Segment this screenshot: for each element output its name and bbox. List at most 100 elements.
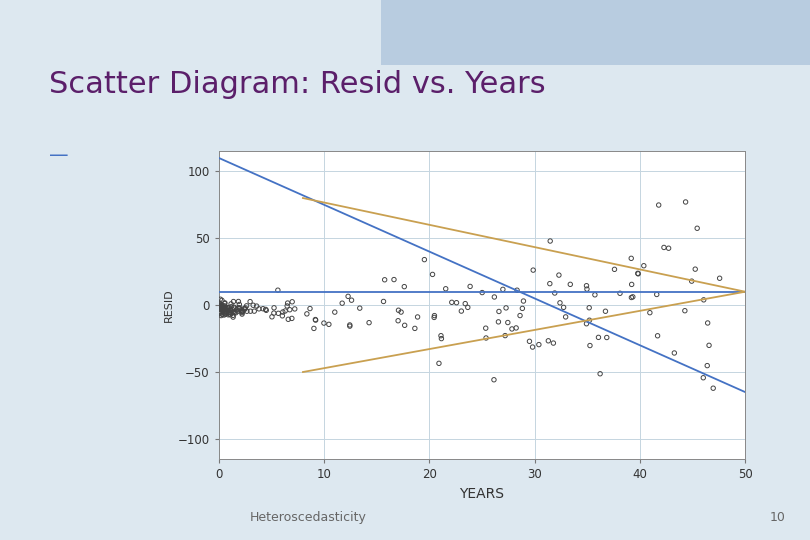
Point [215, 310, 228, 319]
Point [221, 303, 234, 312]
Point [215, 303, 228, 312]
Point [548, 289, 561, 298]
Point [343, 322, 356, 330]
Point [233, 305, 246, 313]
Point [580, 320, 593, 328]
Point [353, 304, 366, 313]
Text: Heteroscedasticity: Heteroscedasticity [249, 511, 366, 524]
Point [542, 336, 555, 345]
Point [559, 313, 572, 321]
Point [581, 285, 594, 293]
Point [213, 303, 226, 312]
Point [713, 274, 726, 282]
Point [399, 321, 411, 329]
Point [224, 305, 237, 314]
Y-axis label: RESID: RESID [164, 288, 173, 322]
Point [679, 306, 692, 315]
Point [650, 290, 663, 299]
Point [228, 308, 241, 317]
Point [220, 306, 232, 314]
Point [222, 303, 235, 312]
Point [215, 303, 228, 312]
Point [600, 333, 613, 342]
Point [218, 310, 231, 319]
Point [215, 305, 228, 313]
Point [219, 302, 232, 310]
Point [308, 324, 321, 333]
Point [335, 299, 348, 307]
Point [450, 299, 463, 307]
Point [215, 296, 228, 305]
Point [583, 316, 596, 325]
Point [304, 304, 317, 313]
Text: 10: 10 [770, 511, 786, 524]
Point [229, 308, 242, 317]
Point [223, 309, 236, 318]
Point [214, 301, 227, 310]
Point [309, 316, 322, 325]
Point [499, 331, 512, 340]
Point [391, 316, 404, 325]
Point [688, 265, 701, 273]
Point [418, 255, 431, 264]
Point [433, 359, 446, 368]
Point [377, 297, 390, 306]
Point [387, 275, 400, 284]
Point [426, 270, 439, 279]
Point [253, 305, 266, 313]
Point [497, 285, 509, 294]
Point [247, 301, 260, 309]
Point [227, 297, 240, 306]
Point [480, 324, 492, 333]
Point [435, 334, 448, 343]
Point [215, 304, 228, 313]
Point [221, 303, 234, 312]
Point [272, 309, 285, 318]
Point [224, 306, 237, 315]
Point [625, 254, 637, 262]
Point [241, 307, 254, 315]
Point [668, 349, 681, 357]
Point [411, 313, 424, 321]
Point [547, 339, 560, 347]
Point [500, 303, 513, 312]
Point [625, 293, 638, 302]
Point [475, 288, 488, 297]
Point [439, 285, 452, 293]
Point [492, 318, 505, 326]
Point [514, 311, 526, 320]
Point [455, 307, 468, 315]
Point [363, 319, 376, 327]
X-axis label: YEARS: YEARS [459, 487, 505, 501]
Point [220, 305, 232, 313]
Point [227, 308, 240, 316]
Point [701, 319, 714, 327]
Point [248, 307, 261, 315]
Point [679, 198, 692, 206]
Point [267, 303, 280, 312]
Point [592, 333, 605, 342]
Point [488, 293, 501, 301]
Point [285, 314, 298, 323]
Point [215, 305, 228, 314]
Point [236, 310, 249, 319]
Point [582, 303, 595, 312]
Point [691, 224, 704, 233]
Point [266, 313, 279, 321]
Point [458, 299, 471, 308]
Point [613, 289, 626, 298]
Point [276, 312, 289, 320]
Point [553, 299, 566, 307]
Point [244, 298, 257, 306]
Point [643, 308, 656, 317]
Point [282, 315, 295, 323]
Point [594, 369, 607, 378]
Point [599, 307, 612, 315]
Point [707, 384, 720, 393]
Point [322, 320, 335, 329]
Point [232, 297, 245, 306]
Point [238, 305, 251, 314]
Point [222, 310, 235, 319]
Point [281, 299, 294, 307]
Point [583, 341, 596, 350]
